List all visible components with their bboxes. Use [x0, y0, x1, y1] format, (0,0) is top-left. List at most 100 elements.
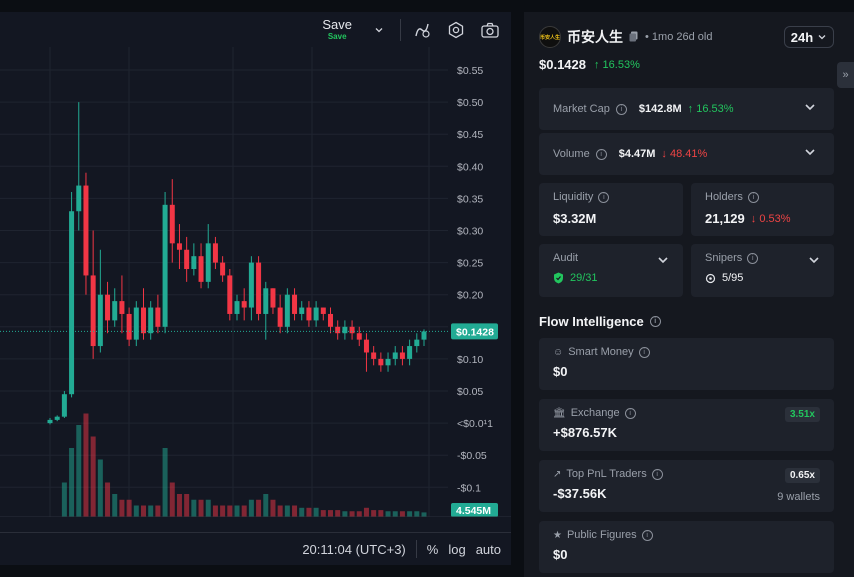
camera-icon[interactable]: [477, 17, 503, 43]
info-icon[interactable]: i: [638, 346, 650, 358]
save-button[interactable]: Save Save: [322, 18, 352, 41]
snipers-card[interactable]: Snipers i 5/95: [691, 244, 834, 297]
candle-body: [105, 294, 111, 321]
candle-body: [328, 313, 333, 327]
token-age: • 1mo 26d old: [645, 31, 713, 43]
info-icon[interactable]: i: [649, 316, 661, 327]
exchange-value: +$876.57K: [553, 425, 617, 440]
public-figures-value: $0: [553, 547, 568, 562]
holders-label: Holders: [705, 191, 743, 203]
volume-bar: [399, 511, 405, 517]
volume-bar: [241, 505, 247, 517]
candle-body: [97, 294, 103, 347]
log-scale-toggle[interactable]: log: [448, 541, 466, 557]
snipers-value: 5/95: [722, 272, 744, 284]
chevron-down-icon[interactable]: [366, 17, 392, 43]
toolbar-divider: [400, 18, 401, 41]
chevron-down-icon[interactable]: [804, 101, 816, 116]
y-tick-label: $0.45: [457, 129, 483, 141]
y-tick-label: $0.40: [457, 161, 483, 173]
smart-money-card[interactable]: ☺ Smart Money i $0: [539, 338, 834, 390]
liquidity-label: Liquidity: [553, 191, 594, 203]
smart-money-label: Smart Money: [568, 346, 634, 358]
candle-body: [205, 243, 211, 282]
info-icon[interactable]: i: [641, 529, 653, 541]
settings-icon[interactable]: [443, 17, 469, 43]
holders-change: ↓ 0.53%: [750, 212, 791, 225]
chevron-down-icon[interactable]: [657, 253, 669, 271]
flow-title-text: Flow Intelligence: [539, 314, 644, 329]
exchange-card[interactable]: 🏛 Exchange i +$876.57K 3.51x: [539, 399, 834, 451]
candle-body: [198, 256, 204, 282]
y-tick-label: $0.05: [457, 386, 483, 398]
volume-bar: [141, 505, 146, 517]
candle-body: [363, 339, 369, 353]
info-icon[interactable]: i: [615, 103, 627, 115]
chevron-down-icon: [818, 35, 826, 40]
candlestick-chart[interactable]: $0.55 $0.50 $0.45 $0.40 $0.35 $0.30 $0.25 $0.20…: [0, 47, 511, 517]
volume-bar: [119, 499, 125, 517]
volume-badge: [451, 503, 498, 517]
volume-bar: [61, 482, 67, 517]
candle-body: [148, 307, 154, 334]
top-pnl-label: Top PnL Traders: [566, 468, 647, 480]
token-info-panel: 币安人生 币安人生 • 1mo 26d old 24h $0.1428 ↑ 16…: [524, 12, 854, 577]
shield-icon: [554, 272, 563, 284]
audit-card[interactable]: Audit 29/31: [539, 244, 683, 297]
indicator-icon[interactable]: [409, 17, 435, 43]
volume-bar: [407, 511, 413, 517]
y-tick-label: -$0.05: [457, 450, 487, 462]
volume-bar: [112, 494, 118, 517]
candle-body: [306, 307, 312, 321]
volume-bar: [76, 425, 82, 517]
trend-up-icon: ↗: [553, 468, 562, 480]
copy-icon[interactable]: [629, 31, 639, 43]
candle-body: [184, 249, 190, 270]
info-icon[interactable]: i: [598, 191, 610, 203]
holders-card: Holders i 21,129 ↓ 0.53%: [691, 183, 834, 236]
candle-body: [54, 416, 60, 420]
top-pnl-traders-card[interactable]: ↗ Top PnL Traders i -$37.56K 0.65x 9 wal…: [539, 460, 834, 512]
y-tick-label: <$0.0¹1: [457, 418, 493, 430]
volume-card[interactable]: Volume i $4.47M ↓ 48.41%: [539, 133, 834, 175]
candle-body: [47, 419, 53, 424]
auto-scale-toggle[interactable]: auto: [475, 541, 501, 557]
candle-body: [378, 358, 384, 366]
candle-body: [119, 301, 125, 314]
info-icon[interactable]: i: [624, 407, 636, 419]
candle-body: [112, 301, 118, 321]
candle-body: [277, 307, 283, 327]
timeframe-select[interactable]: 24h: [784, 26, 834, 48]
public-figures-label: Public Figures: [566, 529, 637, 541]
price-chart-panel[interactable]: Save Save $0.55 $0.50 $0.45 $0.40 $0.35 $0.30…: [0, 12, 511, 565]
snipers-label: Snipers: [705, 252, 743, 264]
market-cap-card[interactable]: Market Cap i $142.8M ↑ 16.53%: [539, 88, 834, 130]
candle-body: [241, 301, 247, 308]
volume-bar: [212, 505, 218, 517]
y-tick-label: $0.20: [457, 290, 483, 302]
percent-scale-toggle[interactable]: %: [426, 541, 439, 557]
chevron-down-icon[interactable]: [804, 146, 816, 161]
volume-value: $4.47M: [618, 148, 656, 160]
token-header: 币安人生 币安人生 • 1mo 26d old: [539, 26, 712, 48]
candle-body: [90, 275, 96, 347]
volume-bar: [148, 505, 154, 517]
flow-intelligence-title: Flow Intelligence i: [539, 314, 661, 329]
volume-bar: [292, 505, 298, 517]
volume-bar: [105, 482, 111, 517]
current-price-badge: [451, 323, 498, 340]
chevron-down-icon[interactable]: [808, 253, 820, 271]
volume-bar: [205, 499, 211, 517]
info-icon[interactable]: i: [747, 252, 759, 264]
candle-body: [299, 307, 305, 314]
public-figures-card[interactable]: ★ Public Figures i $0: [539, 521, 834, 573]
volume-bar: [155, 505, 161, 517]
info-icon[interactable]: i: [595, 148, 607, 160]
volume-bar: [97, 459, 103, 517]
candle-body: [263, 288, 269, 314]
candle-body: [313, 307, 319, 321]
info-icon[interactable]: i: [747, 191, 759, 203]
collapse-panel-button[interactable]: »: [837, 62, 854, 88]
info-icon[interactable]: i: [651, 468, 663, 480]
y-tick-label: $0.30: [457, 226, 483, 238]
